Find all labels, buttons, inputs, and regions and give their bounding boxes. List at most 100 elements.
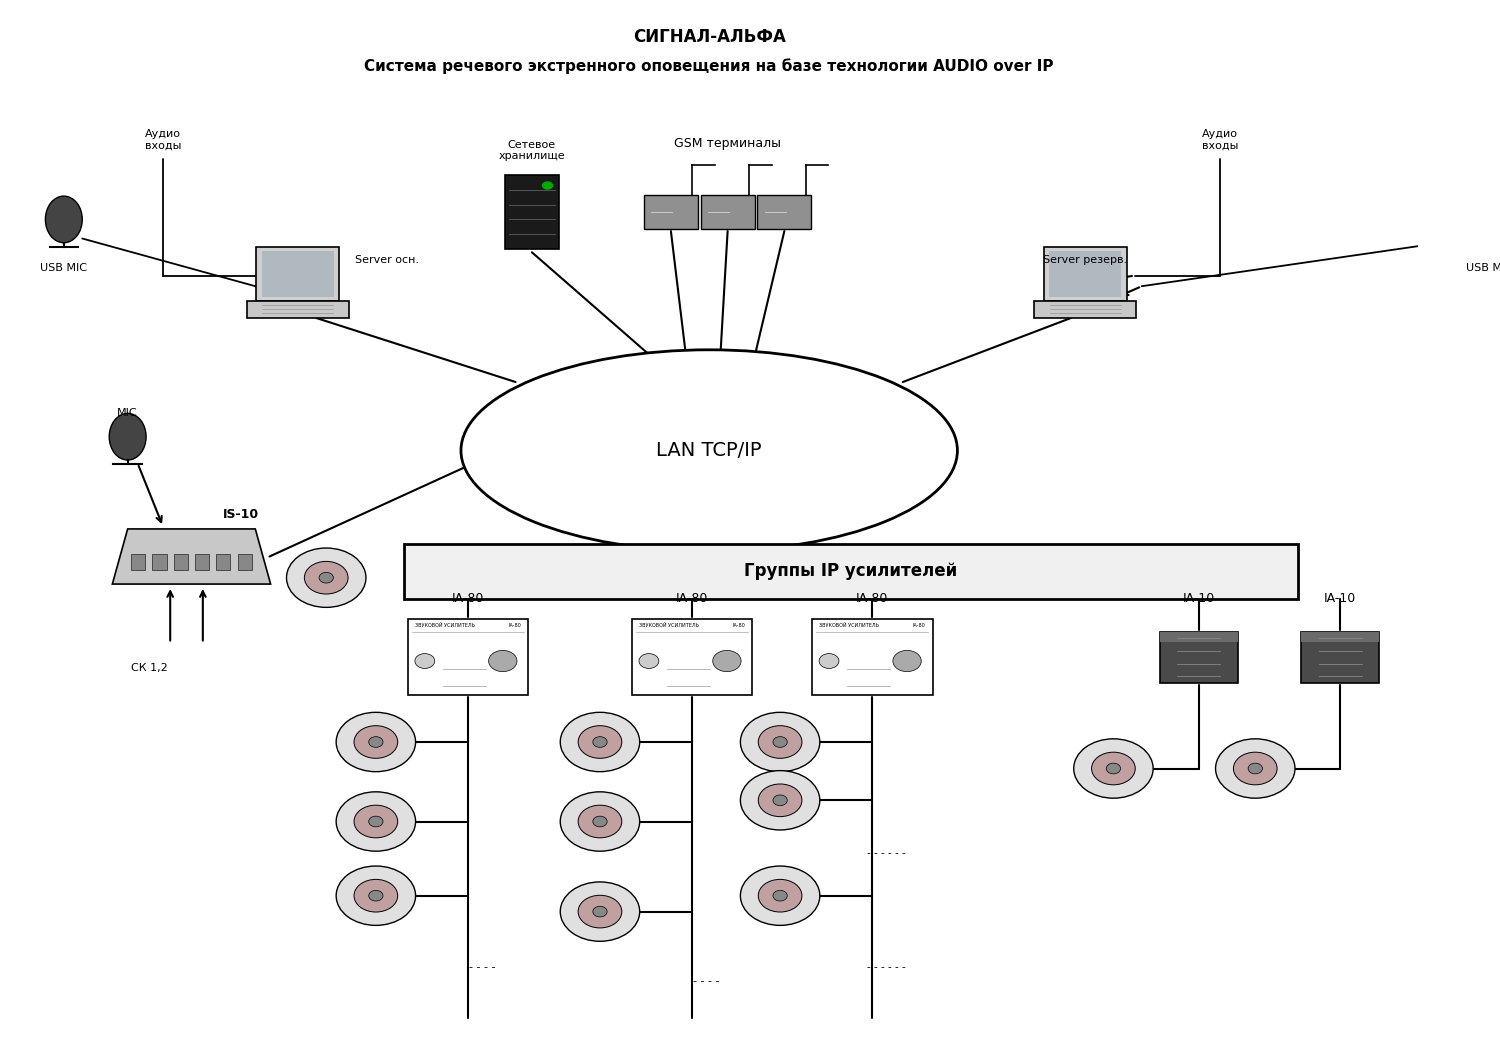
Bar xyxy=(1160,632,1238,642)
Text: Аудио
входы: Аудио входы xyxy=(1202,129,1237,151)
Bar xyxy=(812,619,933,695)
Bar xyxy=(1302,632,1380,642)
Circle shape xyxy=(892,651,921,672)
Circle shape xyxy=(759,784,802,816)
Circle shape xyxy=(1248,763,1263,774)
Circle shape xyxy=(1074,739,1154,798)
Circle shape xyxy=(1215,739,1294,798)
Text: MIC: MIC xyxy=(117,408,138,419)
Bar xyxy=(153,553,166,570)
Text: IA-80: IA-80 xyxy=(452,593,484,605)
Circle shape xyxy=(819,654,839,669)
Bar xyxy=(256,247,339,301)
Text: Server резерв.: Server резерв. xyxy=(1042,254,1126,265)
Circle shape xyxy=(592,906,608,917)
Circle shape xyxy=(561,712,639,772)
Bar xyxy=(408,619,528,695)
Bar xyxy=(506,175,560,249)
Text: USB MIC: USB MIC xyxy=(1466,263,1500,273)
Ellipse shape xyxy=(110,413,146,460)
Circle shape xyxy=(772,795,788,806)
Text: IS-10: IS-10 xyxy=(224,508,260,520)
Circle shape xyxy=(286,548,366,607)
Circle shape xyxy=(1107,763,1120,774)
Circle shape xyxy=(759,880,802,912)
Bar xyxy=(248,301,348,318)
Text: Система речевого экстренного оповещения на базе технологии AUDIO over IP: Система речевого экстренного оповещения … xyxy=(364,58,1054,73)
Circle shape xyxy=(741,712,821,772)
Bar xyxy=(195,553,208,570)
Circle shape xyxy=(369,737,382,747)
Ellipse shape xyxy=(1472,196,1500,243)
Text: - - - - - -: - - - - - - xyxy=(867,848,906,859)
Text: IA-80: IA-80 xyxy=(732,623,746,628)
Text: IA-80: IA-80 xyxy=(912,623,926,628)
Circle shape xyxy=(369,816,382,827)
Bar xyxy=(130,553,146,570)
Circle shape xyxy=(416,654,435,669)
Text: Аудио
входы: Аудио входы xyxy=(146,129,182,151)
Text: GSM терминалы: GSM терминалы xyxy=(674,137,782,149)
Bar xyxy=(758,195,812,229)
Circle shape xyxy=(1233,753,1276,784)
Circle shape xyxy=(592,816,608,827)
Text: IA-80: IA-80 xyxy=(856,593,888,605)
Circle shape xyxy=(592,737,608,747)
Circle shape xyxy=(741,866,821,925)
Bar xyxy=(237,553,252,570)
Circle shape xyxy=(772,737,788,747)
Text: Server осн.: Server осн. xyxy=(354,254,419,265)
Circle shape xyxy=(542,181,554,190)
Circle shape xyxy=(712,651,741,672)
Text: СИГНАЛ-АЛЬФА: СИГНАЛ-АЛЬФА xyxy=(633,29,786,46)
Circle shape xyxy=(489,651,518,672)
Text: - - - -: - - - - xyxy=(693,975,720,986)
Polygon shape xyxy=(112,529,270,584)
Text: - - - -: - - - - xyxy=(470,961,495,972)
Text: Группы IP усилителей: Группы IP усилителей xyxy=(744,563,957,580)
Bar xyxy=(1035,301,1136,318)
Circle shape xyxy=(1092,753,1136,784)
Ellipse shape xyxy=(460,350,957,551)
Bar xyxy=(1044,247,1126,301)
Bar xyxy=(262,251,333,297)
Ellipse shape xyxy=(45,196,82,243)
Text: Сетевое
хранилище: Сетевое хранилище xyxy=(498,140,566,161)
Bar xyxy=(174,553,188,570)
Circle shape xyxy=(320,572,333,583)
Circle shape xyxy=(369,890,382,901)
Text: IA-10: IA-10 xyxy=(1324,593,1356,605)
Bar xyxy=(632,619,753,695)
Bar xyxy=(1048,251,1120,297)
Bar xyxy=(700,195,754,229)
Circle shape xyxy=(639,654,658,669)
Bar xyxy=(216,553,231,570)
Circle shape xyxy=(772,890,788,901)
Text: ЗВУКОВОЙ УСИЛИТЕЛЬ: ЗВУКОВОЙ УСИЛИТЕЛЬ xyxy=(639,623,699,628)
Circle shape xyxy=(578,726,622,758)
Circle shape xyxy=(759,726,802,758)
Circle shape xyxy=(336,712,416,772)
FancyBboxPatch shape xyxy=(404,544,1298,599)
Circle shape xyxy=(561,882,639,941)
Text: IA-80: IA-80 xyxy=(676,593,708,605)
Circle shape xyxy=(304,562,348,594)
Text: - - - - - -: - - - - - - xyxy=(867,961,906,972)
Bar xyxy=(1160,632,1238,683)
Circle shape xyxy=(561,792,639,851)
Circle shape xyxy=(354,726,398,758)
Text: ЗВУКОВОЙ УСИЛИТЕЛЬ: ЗВУКОВОЙ УСИЛИТЕЛЬ xyxy=(416,623,476,628)
Circle shape xyxy=(741,771,821,830)
Bar xyxy=(1302,632,1380,683)
Text: СК 1,2: СК 1,2 xyxy=(130,662,168,673)
Circle shape xyxy=(354,806,398,837)
Circle shape xyxy=(336,792,416,851)
Circle shape xyxy=(578,896,622,928)
Circle shape xyxy=(578,806,622,837)
Text: IA-80: IA-80 xyxy=(509,623,522,628)
Circle shape xyxy=(336,866,416,925)
Text: IA-10: IA-10 xyxy=(1182,593,1215,605)
Text: LAN TCP/IP: LAN TCP/IP xyxy=(657,441,762,460)
Text: ЗВУКОВОЙ УСИЛИТЕЛЬ: ЗВУКОВОЙ УСИЛИТЕЛЬ xyxy=(819,623,879,628)
Text: USB MIC: USB MIC xyxy=(40,263,87,273)
